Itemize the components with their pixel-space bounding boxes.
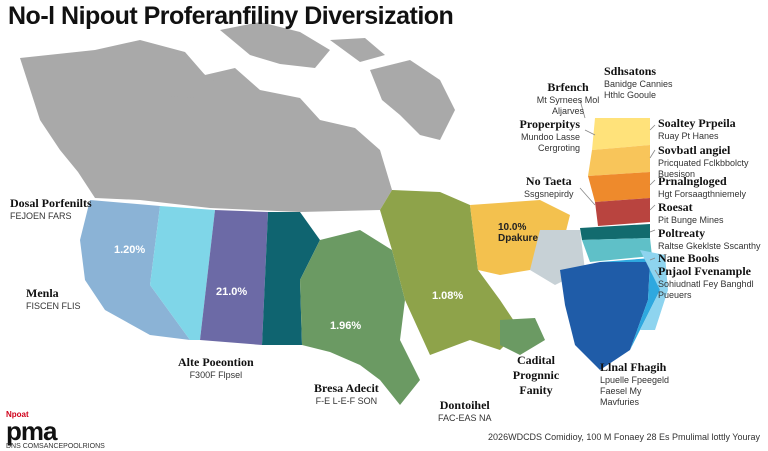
label-sub: F300F Flpsel [189, 370, 243, 380]
label-sub: Ssgsnepirdy [524, 189, 574, 199]
leader-lines [579, 99, 661, 279]
label-sub: Ruay Pt Hanes [658, 131, 719, 141]
band-yellow [592, 118, 650, 150]
island-ellesmere [220, 22, 330, 68]
label-sub: Hgt Forsaagthniemely [658, 189, 747, 199]
label-r2: Sovbatl angiel Pricquated Fclkbbolcty Bu… [658, 143, 758, 180]
arctic-islands [20, 22, 455, 212]
label-title: Dontoihel [439, 398, 490, 412]
pct-center: 1.08% [432, 290, 464, 302]
logo-small-text: Npoat [6, 410, 29, 419]
label-sub: FAC-EAS NA [438, 413, 492, 423]
label-sub: Sohiudnatl Fey Banghdl Pueuers [658, 279, 754, 300]
label-sub: Raltse Gkeklste Sscanthy [658, 241, 761, 251]
region-ontario [300, 230, 420, 405]
logo-wordmark: pma [6, 416, 57, 446]
island-victoria [150, 64, 215, 98]
label-title: Poltreaty [658, 226, 706, 240]
label-r4: Roesat Pit Bunge Mines [658, 200, 724, 226]
label-title: Properpitys [519, 117, 580, 131]
label-sub: FISCEN FLIS [26, 301, 81, 311]
logo-tagline: DNS COMSANCEPOOLRIONS [6, 443, 105, 450]
band-red [595, 198, 650, 226]
label-title: Sovbatl angiel [658, 143, 731, 157]
band-light-orange [588, 145, 650, 176]
page-title: No-l Nipout Proferanfiliny Diversization [8, 2, 454, 30]
label-r3: Prnalngloged Hgt Forsaagthniemely [658, 174, 746, 200]
label-sub: Mt Syrnees Mol Aljarves [536, 95, 600, 116]
region-alberta [150, 206, 215, 340]
region-west-coast [80, 200, 190, 340]
east-bands [560, 118, 668, 370]
label-r7: Pnjaol Fvenample Sohiudnatl Fey Banghdl … [658, 264, 762, 301]
label-sub: Pit Bunge Mines [658, 215, 724, 225]
label-bottom-b: Bresa Adecit F-E L-E-F SON [314, 381, 379, 407]
band-sky-light [640, 250, 668, 330]
band-dark-teal [580, 224, 650, 240]
label-r1: Soaltey Prpeila Ruay Pt Hanes [658, 116, 736, 142]
pct-middle: 21.0% [216, 286, 248, 298]
label-title: No Taeta [525, 174, 572, 188]
label-bottom-a: Alte Poeontion F300F Flpsel [178, 355, 254, 381]
label-mid-a: Brfench Mt Syrnees Mol Aljarves [536, 80, 600, 117]
label-sub: Lpuelle Fpeegeld Faesel My Mavfuries [600, 375, 670, 407]
label-title: Menla [26, 286, 59, 300]
label-left-mid: Menla FISCEN FLIS [26, 286, 81, 312]
label-r8: Llnal Fhagih Lpuelle Fpeegeld Faesel My … [600, 360, 680, 408]
label-title: Llnal Fhagih [600, 360, 667, 374]
band-teal-light [582, 238, 652, 262]
band-blue [560, 262, 650, 370]
band-orange [588, 172, 650, 202]
label-title: Soaltey Prpeila [658, 116, 736, 130]
region-quebec [380, 190, 520, 355]
brand-logo: Npoat pma DNS COMSANCEPOOLRIONS [6, 410, 105, 451]
label-right-top: Sdhsatons Banidge Cannies Hthlc Gooule [604, 64, 684, 101]
label-title: Cadital Prognnic Fanity [512, 353, 560, 397]
label-left-top: Dosal Porfenilts FEJOEN FARS [10, 196, 92, 222]
pct-east: 10.0% Dpakure [498, 222, 539, 244]
label-title: Dosal Porfenilts [10, 196, 92, 210]
pct-south: 1.96% [330, 320, 362, 332]
label-title: Alte Poeontion [178, 355, 254, 369]
region-maritimes [500, 318, 545, 355]
island-baffin [370, 60, 455, 140]
label-title: Brfench [547, 80, 589, 94]
label-bottom-c: Dontoihel FAC-EAS NA [438, 398, 492, 424]
label-sub: Pricquated Fclkbbolcty Buesison [658, 158, 749, 179]
region-saskatchewan [200, 210, 268, 345]
label-sub: Mundoo Lasse Cergroting [520, 132, 580, 153]
label-title: Prnalngloged [658, 174, 727, 188]
label-mid-b: Properpitys Mundoo Lasse Cergroting [486, 117, 580, 154]
label-center-low: Cadital Prognnic Fanity [496, 353, 576, 398]
label-title: Bresa Adecit [314, 381, 379, 395]
label-title: Roesat [658, 200, 693, 214]
label-r5: Poltreaty Raltse Gkeklste Sscanthy [658, 226, 761, 252]
label-title: Pnjaol Fvenample [658, 264, 751, 278]
label-sub: F-E L-E-F SON [315, 396, 378, 406]
label-title: Sdhsatons [604, 64, 657, 78]
island-northeast [330, 38, 385, 62]
label-sub: FEJOEN FARS [10, 211, 72, 221]
region-northwest-mainland [20, 40, 392, 212]
footer-credit: 2026WDCDS Comidioy, 100 M Fonaey 28 Es P… [488, 432, 760, 442]
label-sub: Banidge Cannies Hthlc Gooule [604, 79, 673, 100]
label-title: Nane Boohs [658, 251, 720, 265]
label-r6: Nane Boohs [658, 251, 719, 266]
label-mid-c: No Taeta Ssgsnepirdy [524, 174, 574, 200]
pct-west: 1.20% [114, 244, 146, 256]
region-manitoba [262, 212, 320, 345]
